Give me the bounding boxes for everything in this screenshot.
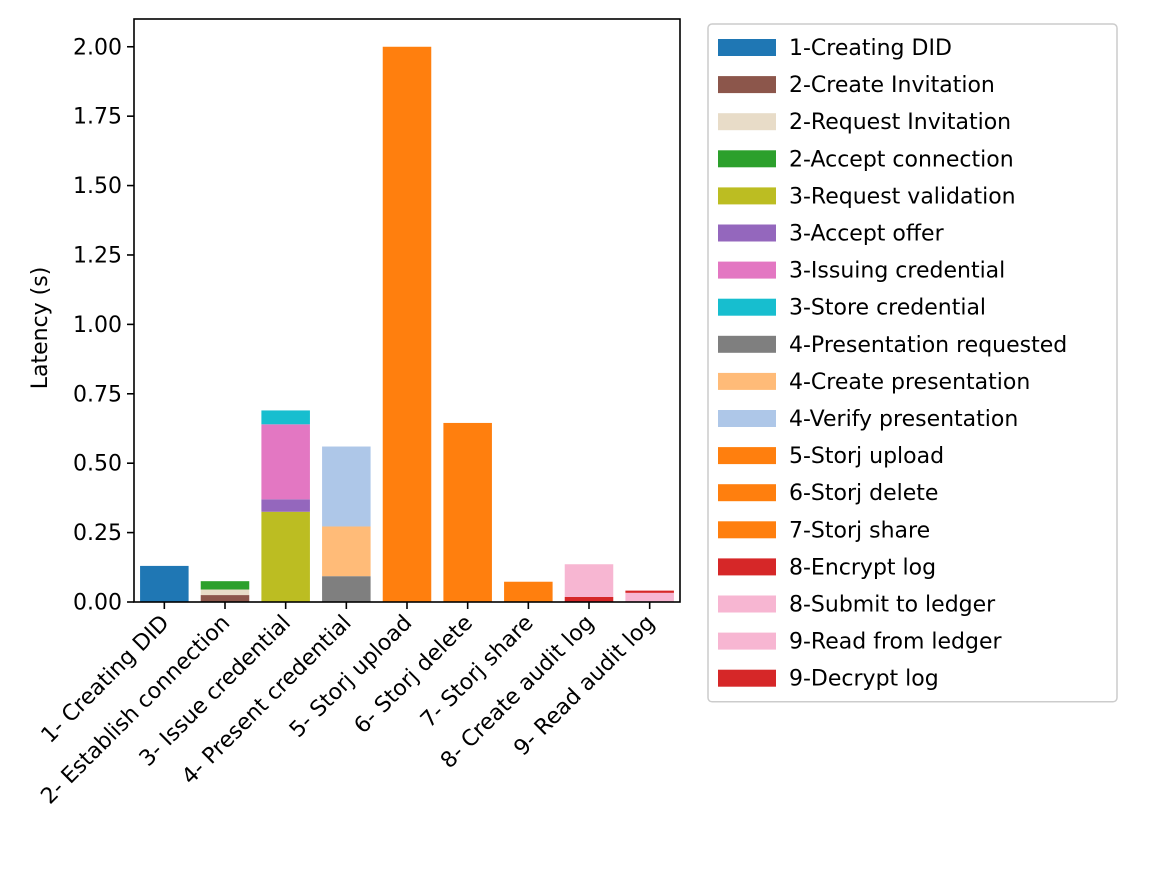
legend-label: 8-Encrypt log: [789, 555, 936, 580]
legend-swatch: [718, 224, 776, 242]
bar-segment-12: [382, 46, 432, 602]
bar-segment-3: [200, 589, 250, 596]
bar-segment-7: [261, 424, 310, 500]
y-tick-label: 0.25: [73, 521, 122, 546]
legend-label: 2-Request Invitation: [789, 110, 1011, 135]
legend-label: 5-Storj upload: [789, 444, 944, 469]
bar-segment-1: [140, 565, 189, 602]
legend-swatch: [718, 113, 776, 131]
legend-frame: [707, 23, 1118, 703]
y-tick-label: 2.00: [73, 35, 122, 60]
y-tick-label: 0.75: [73, 382, 122, 407]
y-tick-label: 0.50: [73, 452, 122, 477]
bar-segment-13: [443, 422, 492, 602]
legend-label: 9-Decrypt log: [789, 667, 939, 692]
y-axis-label: Latency (s): [28, 267, 53, 390]
legend-swatch: [718, 669, 776, 687]
y-tick-label: 1.50: [73, 174, 122, 199]
legend-swatch: [718, 521, 776, 539]
legend-swatch: [718, 558, 776, 576]
y-tick-label: 1.75: [73, 105, 122, 130]
bar-segment-10: [322, 526, 371, 577]
bar-segment-4: [200, 581, 250, 590]
legend-swatch: [718, 298, 776, 316]
legend-label: 7-Storj share: [789, 518, 930, 543]
legend-swatch: [718, 76, 776, 94]
plot-area: 0.000.250.500.751.001.251.501.752.001- C…: [36, 18, 681, 809]
legend-swatch: [718, 261, 776, 279]
legend-label: 9-Read from ledger: [789, 630, 1003, 655]
bar-segment-2: [200, 595, 250, 602]
y-tick-label: 0.00: [73, 591, 122, 616]
bar-segment-8: [261, 410, 310, 425]
y-tick-label: 1.25: [73, 243, 122, 268]
bar-segment-14: [504, 581, 553, 602]
bar-segment-17: [625, 592, 674, 602]
legend-label: 4-Presentation requested: [789, 333, 1067, 358]
bar-segment-6: [261, 499, 310, 512]
legend-label: 3-Issuing credential: [789, 259, 1005, 284]
legend-label: 3-Store credential: [789, 296, 986, 321]
legend-swatch: [718, 484, 776, 502]
legend-label: 2-Create Invitation: [789, 73, 995, 98]
legend-swatch: [718, 632, 776, 650]
legend-swatch: [718, 410, 776, 427]
legend-label: 8-Submit to ledger: [789, 593, 996, 618]
y-tick-label: 1.00: [73, 313, 122, 338]
legend: 1-Creating DID 2-Create Invitation 2-Reque…: [707, 23, 1118, 703]
legend-swatch: [718, 150, 776, 168]
legend-swatch: [718, 39, 776, 56]
legend-label: 4-Create presentation: [789, 370, 1030, 395]
legend-label: 4-Verify presentation: [789, 407, 1018, 432]
legend-label: 3-Accept offer: [789, 222, 945, 247]
legend-label: 3-Request validation: [789, 184, 1016, 209]
bar-segment-11: [322, 446, 371, 527]
bar-segment-18: [625, 590, 674, 593]
legend-label: 6-Storj delete: [789, 481, 938, 506]
bar-segment-5: [261, 511, 310, 602]
legend-swatch: [718, 335, 776, 353]
bar-segment-16: [564, 564, 614, 597]
bar-segment-9: [322, 576, 371, 602]
legend-swatch: [718, 187, 776, 205]
legend-label: 2-Accept connection: [789, 147, 1014, 172]
legend-swatch: [718, 372, 776, 390]
legend-label: 1-Creating DID: [789, 36, 952, 61]
legend-swatch: [718, 595, 776, 613]
legend-swatch: [718, 447, 776, 465]
bar-segment-15: [564, 597, 614, 602]
